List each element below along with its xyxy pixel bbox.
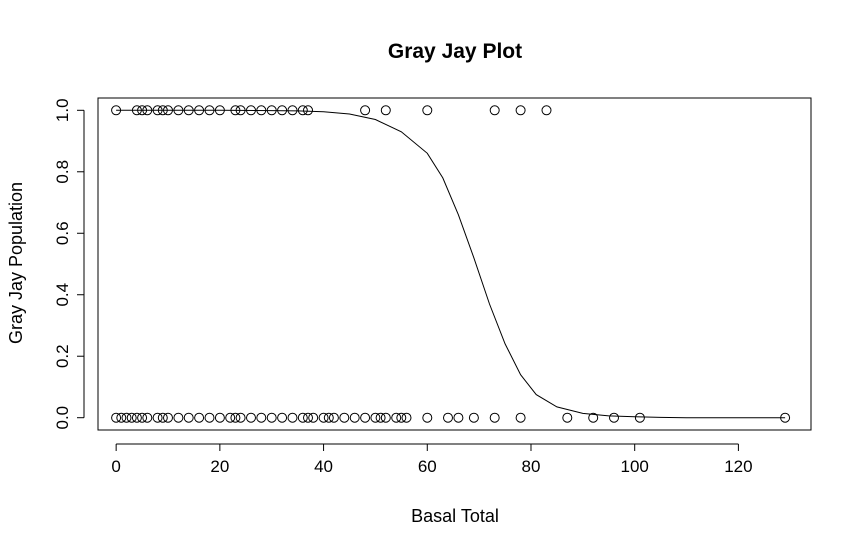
data-point bbox=[609, 412, 619, 423]
data-point bbox=[396, 412, 407, 423]
data-point bbox=[163, 105, 173, 116]
y-tick-label: 0.0 bbox=[53, 406, 72, 430]
x-tick-label: 100 bbox=[621, 457, 649, 476]
data-point bbox=[157, 412, 168, 423]
data-point bbox=[349, 412, 360, 423]
data-point bbox=[287, 105, 298, 116]
data-point bbox=[468, 412, 479, 423]
data-point bbox=[204, 412, 215, 423]
data-point bbox=[370, 412, 381, 423]
y-tick-label: 1.0 bbox=[53, 98, 72, 122]
data-points-layer bbox=[111, 105, 791, 423]
data-point bbox=[515, 412, 526, 423]
data-point bbox=[287, 412, 298, 423]
y-axis: 0.0 0.2 0.4 0.6 0.8 1.0 bbox=[53, 98, 85, 430]
data-point bbox=[562, 412, 573, 423]
data-point bbox=[137, 105, 148, 116]
data-point bbox=[266, 105, 277, 116]
data-point bbox=[163, 412, 173, 423]
data-point bbox=[256, 412, 267, 423]
data-point bbox=[142, 105, 153, 116]
data-point bbox=[277, 412, 288, 423]
data-point bbox=[246, 105, 256, 116]
data-point bbox=[137, 412, 148, 423]
data-point bbox=[380, 105, 391, 116]
y-tick-label: 0.2 bbox=[53, 344, 72, 368]
data-point bbox=[131, 412, 142, 423]
data-point bbox=[297, 412, 308, 423]
data-point bbox=[308, 412, 319, 423]
y-axis-label: Gray Jay Population bbox=[6, 182, 26, 344]
data-point bbox=[443, 412, 453, 423]
data-point bbox=[142, 412, 153, 423]
x-tick-label: 80 bbox=[522, 457, 541, 476]
data-point bbox=[489, 412, 500, 423]
x-tick-label: 20 bbox=[210, 457, 229, 476]
data-point bbox=[360, 105, 371, 116]
fitted-curve bbox=[116, 109, 786, 419]
data-point bbox=[131, 105, 142, 116]
data-point bbox=[157, 105, 168, 116]
x-axis: 0 20 40 60 80 100 120 bbox=[111, 443, 753, 476]
data-point bbox=[246, 412, 256, 423]
x-tick-label: 0 bbox=[111, 457, 120, 476]
data-point bbox=[588, 412, 599, 423]
data-point bbox=[318, 412, 329, 423]
fitted-curve-layer bbox=[116, 109, 786, 419]
data-point bbox=[489, 105, 500, 116]
data-point bbox=[303, 105, 313, 116]
data-point bbox=[116, 412, 127, 423]
data-point bbox=[173, 105, 184, 116]
data-point bbox=[453, 412, 464, 423]
data-point bbox=[173, 412, 184, 423]
y-tick-label: 0.6 bbox=[53, 221, 72, 245]
data-point bbox=[214, 105, 225, 116]
data-point bbox=[541, 105, 552, 116]
x-tick-label: 40 bbox=[314, 457, 333, 476]
data-point bbox=[277, 105, 288, 116]
data-point bbox=[204, 105, 215, 116]
data-point bbox=[194, 412, 205, 423]
data-point bbox=[214, 412, 225, 423]
data-point bbox=[360, 412, 371, 423]
data-point bbox=[780, 412, 791, 423]
data-point bbox=[339, 412, 350, 423]
data-point bbox=[401, 412, 412, 423]
data-point bbox=[422, 105, 433, 116]
data-point bbox=[121, 412, 132, 423]
data-point bbox=[323, 412, 334, 423]
y-tick-label: 0.4 bbox=[53, 283, 72, 307]
data-point bbox=[225, 412, 236, 423]
data-point bbox=[183, 412, 194, 423]
data-point bbox=[183, 105, 194, 116]
data-point bbox=[152, 412, 163, 423]
data-point bbox=[230, 412, 241, 423]
data-point bbox=[515, 105, 526, 116]
data-point bbox=[303, 412, 313, 423]
data-point bbox=[391, 412, 402, 423]
chart-title: Gray Jay Plot bbox=[388, 40, 522, 63]
data-point bbox=[111, 412, 122, 423]
data-point bbox=[256, 105, 267, 116]
data-point bbox=[126, 412, 137, 423]
data-point bbox=[152, 105, 163, 116]
data-point bbox=[194, 105, 205, 116]
y-tick-label: 0.8 bbox=[53, 160, 72, 184]
data-point bbox=[111, 105, 122, 116]
plot-box bbox=[97, 97, 812, 431]
data-point bbox=[235, 412, 246, 423]
data-point bbox=[422, 412, 433, 423]
data-point bbox=[634, 412, 645, 423]
data-point bbox=[328, 412, 339, 423]
x-tick-label: 60 bbox=[418, 457, 437, 476]
data-point bbox=[230, 105, 241, 116]
data-point bbox=[375, 412, 386, 423]
data-point bbox=[266, 412, 277, 423]
data-point bbox=[235, 105, 246, 116]
data-point bbox=[297, 105, 308, 116]
x-tick-label: 120 bbox=[724, 457, 752, 476]
data-point bbox=[380, 412, 391, 423]
x-axis-label: Basal Total bbox=[411, 506, 499, 526]
